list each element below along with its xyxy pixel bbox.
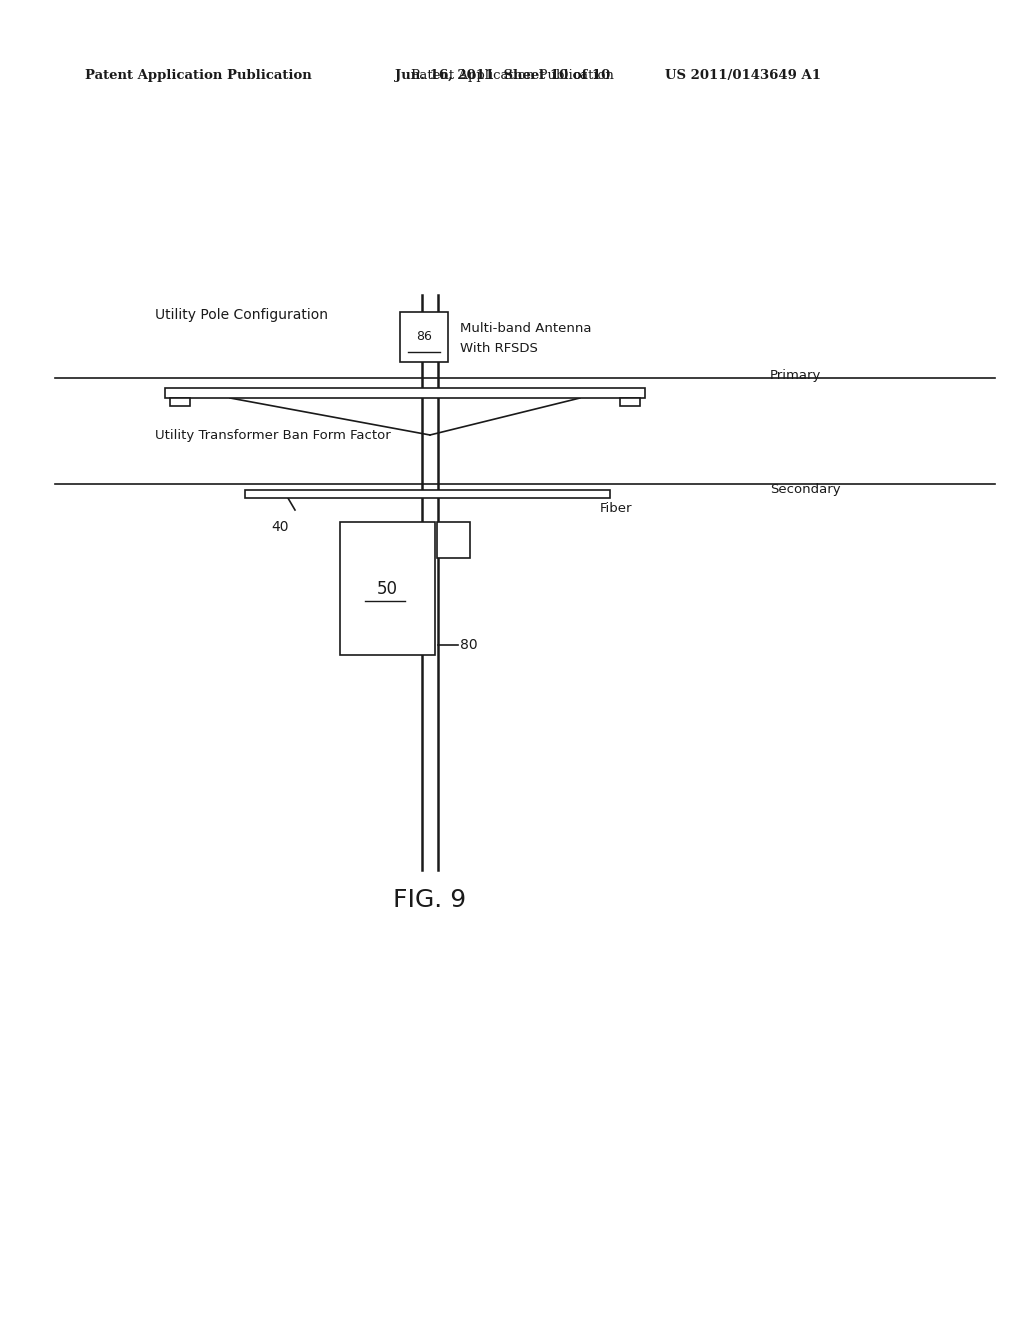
Text: 86: 86	[416, 330, 432, 343]
Text: Jun. 16, 2011  Sheet 10 of 10: Jun. 16, 2011 Sheet 10 of 10	[395, 69, 610, 82]
Bar	[340, 521, 435, 655]
Bar	[400, 312, 449, 362]
Text: Multi-band Antenna: Multi-band Antenna	[460, 322, 592, 334]
Text: Utility Transformer Ban Form Factor: Utility Transformer Ban Form Factor	[155, 429, 391, 441]
Bar	[620, 399, 640, 407]
Text: Secondary: Secondary	[770, 483, 841, 496]
Text: Primary: Primary	[770, 368, 821, 381]
Text: Utility Pole Configuration: Utility Pole Configuration	[155, 308, 328, 322]
Bar	[165, 388, 645, 399]
Bar	[170, 399, 190, 407]
Text: Patent Application Publication: Patent Application Publication	[85, 69, 311, 82]
Text: FIG. 9: FIG. 9	[393, 888, 467, 912]
Text: With RFSDS: With RFSDS	[460, 342, 538, 355]
Text: US 2011/0143649 A1: US 2011/0143649 A1	[665, 69, 821, 82]
Text: Patent Application Publication: Patent Application Publication	[411, 69, 613, 82]
Bar	[245, 490, 610, 498]
Text: 80: 80	[460, 638, 477, 652]
Text: 40: 40	[271, 520, 289, 535]
Text: Fiber: Fiber	[600, 502, 633, 515]
Text: 50: 50	[377, 579, 398, 598]
Bar	[437, 521, 470, 558]
